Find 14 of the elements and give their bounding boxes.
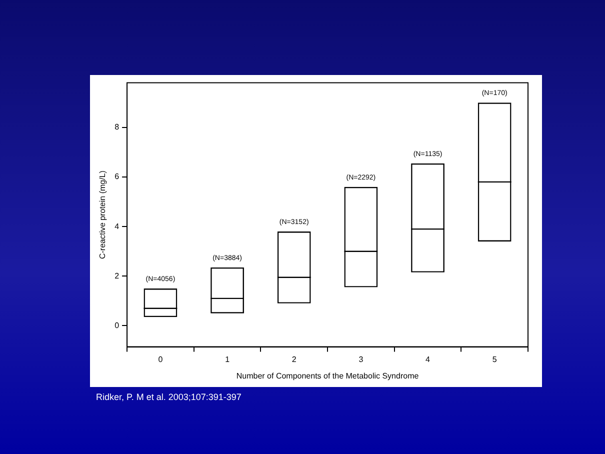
x-tick-label: 0 [158, 354, 164, 364]
x-tick-label: 2 [292, 354, 297, 364]
y-tick-label: 8 [114, 122, 120, 132]
y-axis-title: C-reactive protein (mg/L) [98, 170, 108, 260]
y-tick-label: 4 [114, 222, 120, 231]
x-tick-label: 5 [492, 354, 498, 364]
x-axis-title: Number of Components of the Metabolic Syndrome [236, 371, 420, 380]
y-tick-label: 6 [114, 172, 120, 182]
x-tick-label: 4 [426, 354, 431, 364]
x-tick-label: 3 [358, 354, 364, 364]
y-tick-label: 2 [114, 271, 120, 280]
y-tick-label: 0 [114, 320, 120, 330]
x-tick-label: 1 [225, 354, 230, 364]
text: Ridker, P. M et al. 2003;107:391-397 [96, 392, 242, 402]
